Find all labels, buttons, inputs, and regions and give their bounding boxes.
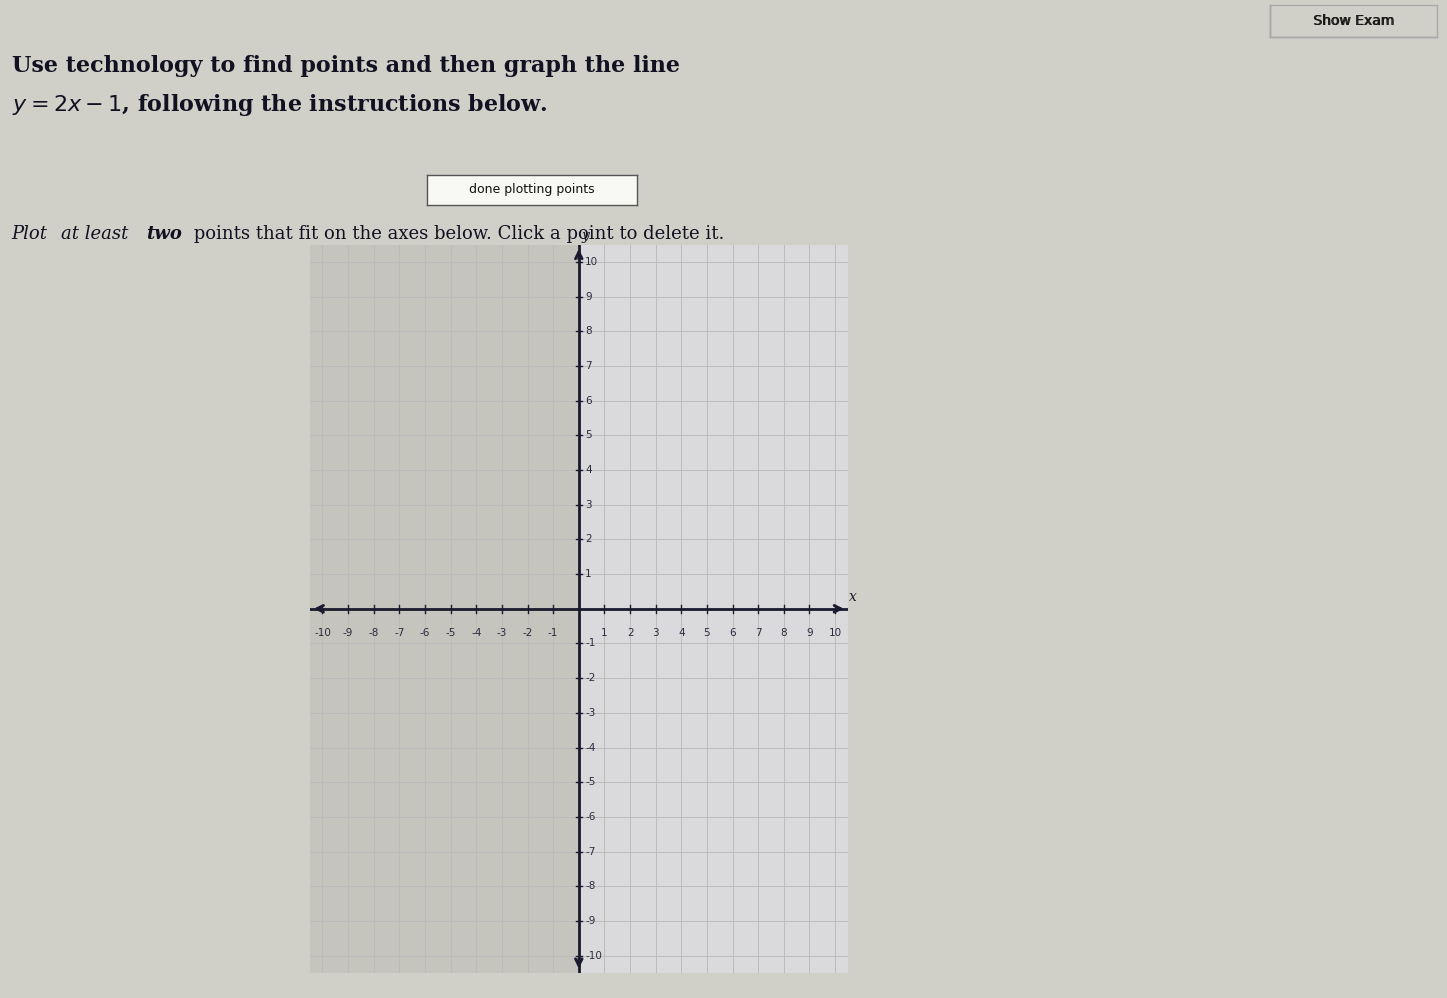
Text: -9: -9 (343, 628, 353, 638)
Text: $y = 2x - 1$, following the instructions below.: $y = 2x - 1$, following the instructions… (12, 92, 547, 118)
Text: 4: 4 (679, 628, 684, 638)
Text: 3: 3 (585, 500, 592, 510)
Text: -3: -3 (585, 708, 596, 718)
Text: 6: 6 (729, 628, 737, 638)
Text: 2: 2 (627, 628, 634, 638)
Text: -3: -3 (496, 628, 506, 638)
Text: -7: -7 (394, 628, 405, 638)
Text: -2: -2 (585, 674, 596, 684)
Text: 10: 10 (829, 628, 842, 638)
Text: -4: -4 (585, 743, 596, 752)
Text: 7: 7 (585, 361, 592, 371)
Text: 8: 8 (780, 628, 787, 638)
Text: Use technology to find points and then graph the line: Use technology to find points and then g… (12, 55, 687, 77)
Text: two: two (146, 225, 182, 243)
Text: 7: 7 (755, 628, 761, 638)
Text: -10: -10 (585, 951, 602, 961)
Text: 6: 6 (585, 395, 592, 405)
Text: points that fit on the axes below. Click a point to delete it.: points that fit on the axes below. Click… (188, 225, 725, 243)
Text: 8: 8 (585, 326, 592, 336)
Text: 1: 1 (601, 628, 608, 638)
Text: Show Exam: Show Exam (1314, 14, 1395, 28)
Text: -10: -10 (314, 628, 331, 638)
Text: Show Exam: Show Exam (1314, 14, 1393, 28)
Text: 10: 10 (585, 256, 598, 266)
Text: -9: -9 (585, 916, 596, 926)
Text: -1: -1 (585, 639, 596, 649)
Text: 9: 9 (585, 291, 592, 301)
Bar (579, 245, 848, 973)
Bar (310, 245, 579, 973)
Text: y: y (582, 229, 589, 243)
Text: -6: -6 (585, 812, 596, 822)
Text: 5: 5 (585, 430, 592, 440)
Text: 5: 5 (703, 628, 710, 638)
Text: -8: -8 (585, 881, 596, 891)
Text: 4: 4 (585, 465, 592, 475)
Text: -5: -5 (585, 777, 596, 787)
Text: -4: -4 (472, 628, 482, 638)
Text: 1: 1 (585, 569, 592, 579)
Text: x: x (849, 590, 857, 604)
Text: -5: -5 (446, 628, 456, 638)
Text: Plot: Plot (12, 225, 54, 243)
Text: -7: -7 (585, 846, 596, 856)
Text: done plotting points: done plotting points (469, 183, 595, 197)
Text: at least: at least (61, 225, 135, 243)
Text: 3: 3 (653, 628, 658, 638)
Text: 9: 9 (806, 628, 813, 638)
Text: 2: 2 (585, 534, 592, 544)
Text: -8: -8 (369, 628, 379, 638)
Text: -2: -2 (522, 628, 532, 638)
Text: -1: -1 (548, 628, 559, 638)
Text: -6: -6 (420, 628, 430, 638)
